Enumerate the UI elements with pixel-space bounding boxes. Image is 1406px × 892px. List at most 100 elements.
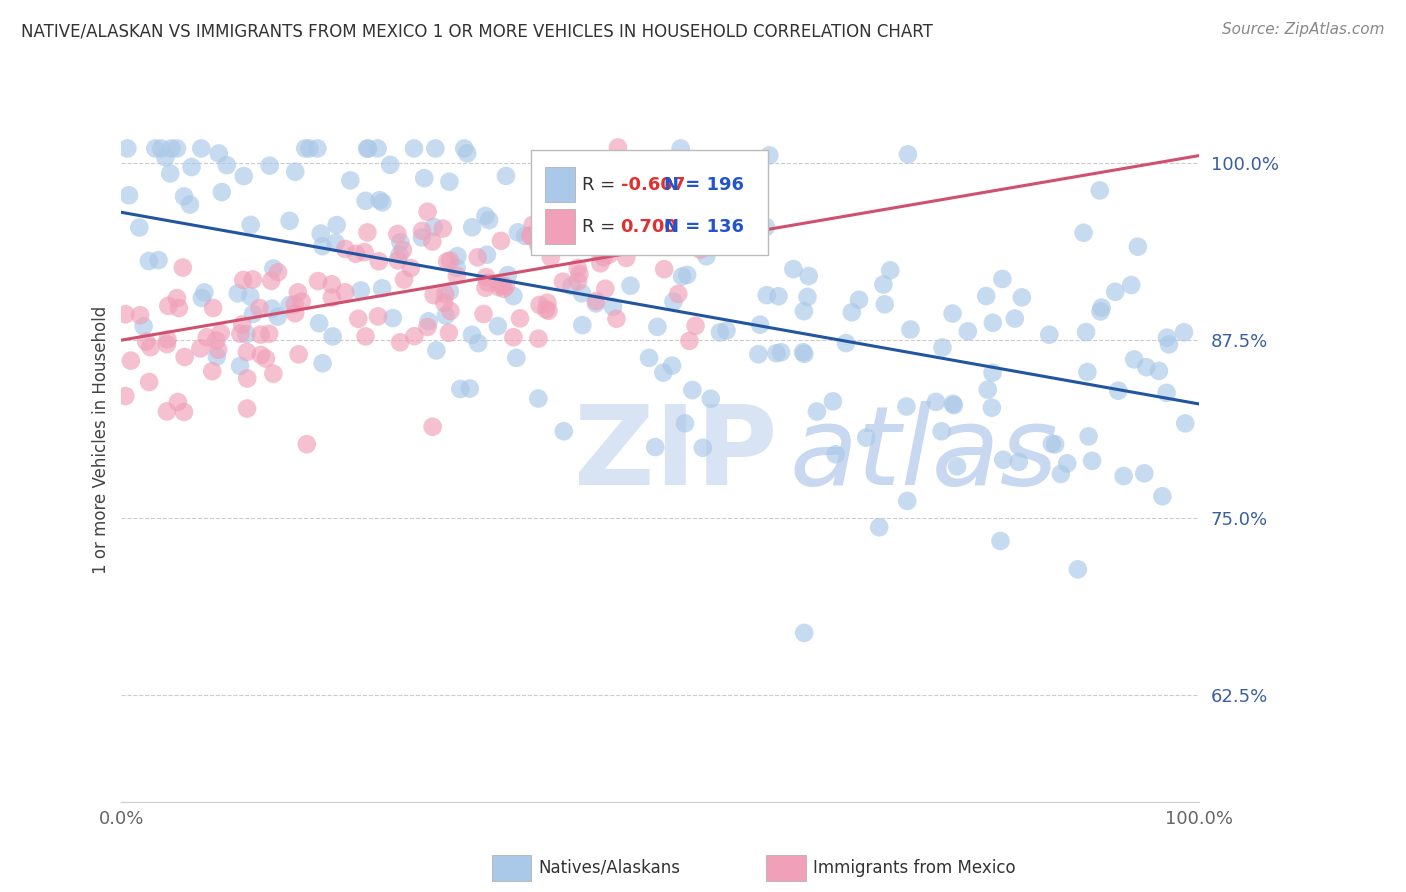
- Point: [416, 320, 439, 334]
- Point: [567, 260, 589, 275]
- Point: [195, 330, 218, 344]
- Point: [250, 348, 273, 362]
- Point: [308, 316, 330, 330]
- Point: [475, 270, 498, 285]
- Point: [114, 307, 136, 321]
- Point: [239, 289, 262, 303]
- Point: [367, 254, 389, 268]
- Bar: [546, 167, 575, 202]
- Point: [413, 171, 436, 186]
- Point: [797, 268, 820, 283]
- Point: [534, 302, 557, 317]
- Point: [638, 351, 661, 365]
- Point: [449, 382, 471, 396]
- Point: [496, 268, 519, 282]
- Point: [167, 301, 190, 315]
- Point: [291, 294, 314, 309]
- Text: Natives/Alaskans: Natives/Alaskans: [538, 859, 681, 877]
- Point: [602, 300, 624, 314]
- Point: [792, 345, 814, 359]
- Point: [461, 327, 484, 342]
- Point: [769, 345, 792, 359]
- Point: [1090, 304, 1112, 318]
- Point: [931, 341, 953, 355]
- Point: [619, 278, 641, 293]
- Point: [896, 494, 918, 508]
- Point: [381, 311, 404, 326]
- Point: [592, 251, 614, 265]
- Point: [353, 245, 375, 260]
- Point: [453, 141, 475, 155]
- Point: [709, 326, 731, 340]
- Point: [191, 291, 214, 305]
- Point: [478, 213, 501, 227]
- Point: [1011, 290, 1033, 304]
- Point: [422, 235, 444, 249]
- Point: [446, 260, 468, 275]
- Point: [284, 297, 307, 311]
- Point: [354, 329, 377, 343]
- Point: [446, 249, 468, 263]
- Text: N = 136: N = 136: [664, 218, 744, 235]
- Point: [207, 343, 229, 357]
- Point: [700, 237, 723, 252]
- Point: [139, 340, 162, 354]
- Point: [307, 141, 329, 155]
- Point: [287, 285, 309, 300]
- Point: [643, 227, 665, 241]
- Point: [824, 447, 846, 461]
- Point: [755, 288, 778, 302]
- Point: [1076, 365, 1098, 379]
- Point: [974, 289, 997, 303]
- Point: [666, 287, 689, 301]
- Point: [676, 268, 699, 282]
- Point: [321, 291, 343, 305]
- Point: [232, 169, 254, 183]
- Point: [367, 141, 389, 155]
- Point: [1040, 437, 1063, 451]
- Point: [991, 272, 1014, 286]
- Point: [156, 333, 179, 347]
- Point: [529, 298, 551, 312]
- Point: [568, 267, 591, 281]
- Point: [607, 140, 630, 154]
- Point: [242, 272, 264, 286]
- Point: [371, 195, 394, 210]
- Point: [509, 311, 531, 326]
- Point: [1056, 456, 1078, 470]
- Point: [117, 141, 139, 155]
- Point: [1133, 467, 1156, 481]
- Point: [371, 281, 394, 295]
- Point: [356, 226, 378, 240]
- Point: [692, 441, 714, 455]
- Point: [404, 329, 426, 343]
- Point: [685, 318, 707, 333]
- Point: [311, 239, 333, 253]
- Point: [439, 175, 461, 189]
- Point: [495, 169, 517, 183]
- Point: [159, 166, 181, 180]
- Point: [605, 311, 627, 326]
- Point: [855, 431, 877, 445]
- Point: [765, 346, 787, 360]
- Point: [157, 299, 180, 313]
- Point: [643, 220, 665, 235]
- Point: [254, 351, 277, 366]
- Text: ZIP: ZIP: [574, 401, 778, 508]
- Point: [1081, 454, 1104, 468]
- Point: [1107, 384, 1129, 398]
- Point: [475, 248, 498, 262]
- Point: [669, 141, 692, 155]
- Point: [229, 326, 252, 341]
- Point: [749, 318, 772, 332]
- Point: [956, 324, 979, 338]
- Point: [872, 277, 894, 292]
- Point: [942, 397, 965, 411]
- Point: [661, 186, 683, 200]
- Point: [1074, 325, 1097, 339]
- Point: [900, 322, 922, 336]
- Point: [392, 243, 415, 257]
- Point: [658, 218, 681, 232]
- Point: [309, 227, 332, 241]
- Point: [202, 301, 225, 315]
